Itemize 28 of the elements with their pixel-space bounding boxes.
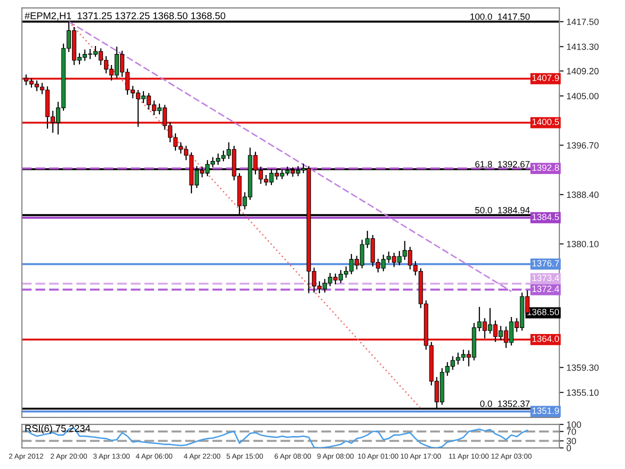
y-tick-label: 1413.30 <box>567 44 599 50</box>
ref-line-label: 0.0 1352.37 <box>480 400 530 407</box>
y-tick-label: 1355.10 <box>567 389 599 396</box>
y-tick-label: 1396.70 <box>567 142 599 149</box>
ref-line-label: 100.0 1417.50 <box>470 13 530 20</box>
ref-line-label: 1364.0 <box>532 336 560 342</box>
y-tick-label: 100 <box>567 421 582 428</box>
y-tick-label: 1359.30 <box>567 364 599 371</box>
ref-line-label: 1351.9 <box>532 408 559 414</box>
ref-line-label: 1373.4 <box>532 274 560 282</box>
ref-line-label: 61.8 1392.67 <box>475 161 530 168</box>
y-tick-label: 1417.50 <box>567 18 599 25</box>
chart-title: #EPM2,H1 1371.25 1372.25 1368.50 1368.50 <box>24 12 226 20</box>
ref-line-label: 1376.7 <box>532 260 559 267</box>
ref-line-label: 1372.4 <box>532 286 560 292</box>
y-tick-label: 1409.20 <box>567 68 599 74</box>
y-tick-label: 70 <box>566 428 576 435</box>
y-tick-label: 1388.40 <box>567 192 599 198</box>
ref-line-label: 50.0 1384.94 <box>475 206 530 214</box>
y-tick-label: 1405.00 <box>567 92 599 100</box>
y-tick-label: 0 <box>566 444 571 452</box>
ref-line-label: 1384.5 <box>532 214 559 220</box>
y-tick-label: 30 <box>566 438 576 444</box>
ref-line-label: 1407.9 <box>532 74 559 82</box>
ref-line-label: 1400.5 <box>532 118 559 126</box>
y-tick-label: 1380.10 <box>567 240 599 248</box>
chart-title: RSI(6) 75.2234 <box>25 424 90 434</box>
ref-line-label: 1392.8 <box>532 164 559 171</box>
